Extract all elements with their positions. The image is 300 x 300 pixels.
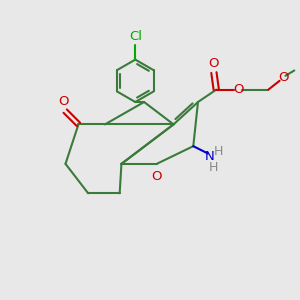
- Text: H: H: [209, 161, 219, 174]
- Text: O: O: [58, 94, 69, 108]
- Text: H: H: [214, 145, 224, 158]
- Text: O: O: [233, 83, 243, 96]
- Text: N: N: [205, 150, 214, 163]
- Text: O: O: [278, 71, 289, 84]
- Text: Cl: Cl: [129, 30, 142, 44]
- Text: O: O: [208, 57, 219, 70]
- Text: O: O: [152, 170, 162, 183]
